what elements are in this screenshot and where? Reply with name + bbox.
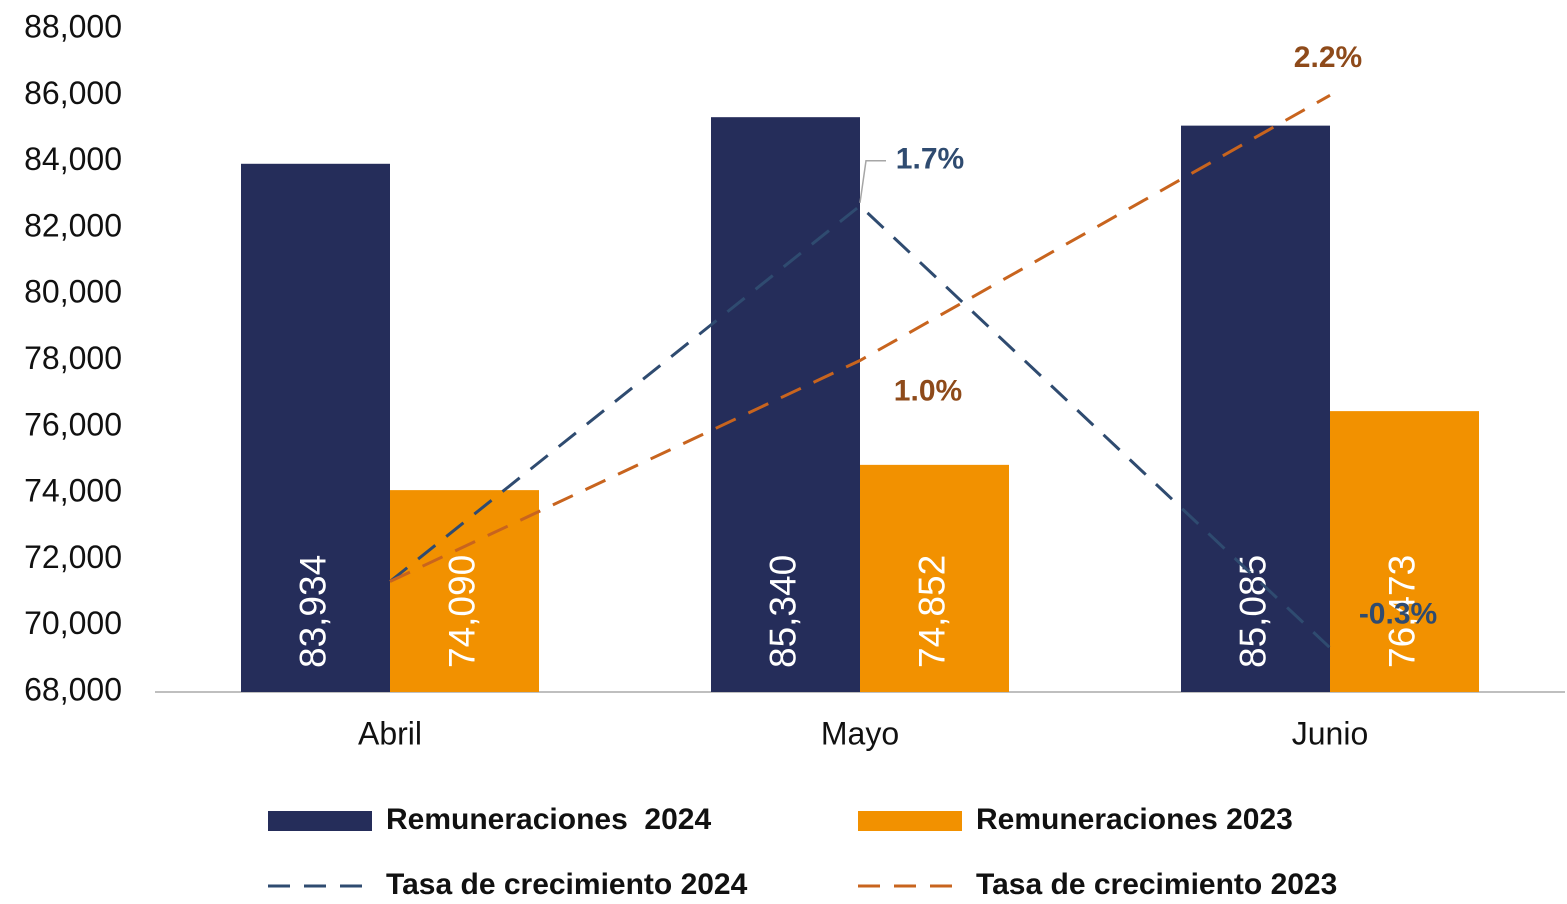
x-tick-label: Mayo [821,715,899,751]
x-tick-label: Abril [358,715,422,751]
line [389,203,1332,649]
bar-value-label: 83,934 [292,555,333,668]
bar [1330,411,1479,692]
y-tick-label: 76,000 [24,406,122,442]
bar [860,464,1009,692]
legend-swatch [268,811,372,831]
legend-label: Remuneraciones 2024 [386,803,711,836]
bar [711,117,860,692]
bar-value-label: 85,085 [1232,555,1273,668]
y-tick-label: 84,000 [24,141,122,177]
line-value-label: 2.2% [1294,41,1362,74]
line-value-label: -0.3% [1359,598,1437,631]
legend-label: Tasa de crecimiento 2023 [976,868,1337,901]
bar-value-label: 74,090 [441,555,482,668]
leader-line [859,160,886,203]
line-value-label: 1.0% [894,374,962,407]
bar [241,163,390,692]
bar [390,490,539,692]
y-tick-label: 78,000 [24,340,122,376]
bar-value-label: 85,340 [762,555,803,668]
x-tick-label: Junio [1292,715,1369,751]
y-tick-label: 88,000 [24,8,122,44]
line-value-label: 1.7% [896,143,964,176]
bar [1181,125,1330,692]
y-tick-label: 72,000 [24,539,122,575]
y-tick-label: 86,000 [24,75,122,111]
legend-label: Remuneraciones 2023 [976,803,1293,836]
legend-label: Tasa de crecimiento 2024 [386,868,748,901]
y-tick-label: 70,000 [24,605,122,641]
y-tick-label: 68,000 [24,671,122,707]
bar-value-label: 74,852 [911,555,952,668]
line [389,93,1331,583]
bar-value-label: 76,473 [1381,555,1422,668]
legend-swatch [858,811,962,831]
y-tick-label: 82,000 [24,207,122,243]
y-tick-label: 74,000 [24,473,122,509]
y-tick-label: 80,000 [24,274,122,310]
